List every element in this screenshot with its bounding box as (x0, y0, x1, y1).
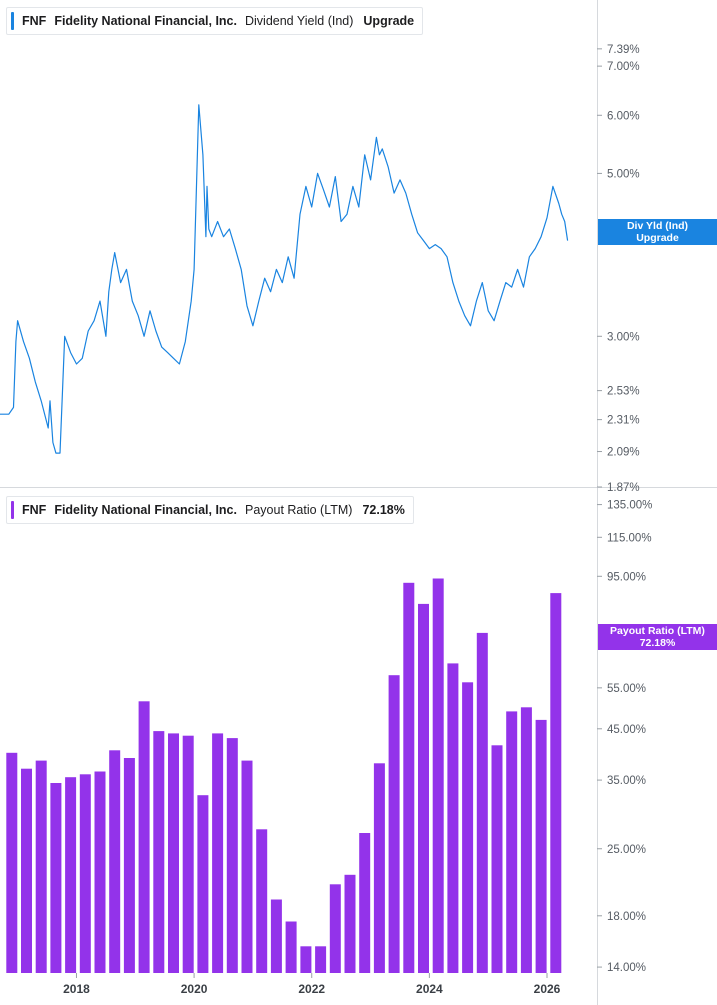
payout-ratio-bar (6, 752, 18, 973)
payout-axis-tick-label: 45.00% (607, 724, 646, 736)
payout-ratio-bar (476, 632, 488, 973)
payout-ratio-bar (447, 663, 459, 973)
flag-line-2: Upgrade (636, 232, 679, 244)
payout-ratio-bar (535, 719, 547, 973)
payout-ratio-bar (153, 731, 165, 973)
payout-ratio-value-flag: Payout Ratio (LTM) 72.18% (598, 624, 717, 650)
payout-axis-tick-label: 14.00% (607, 962, 646, 974)
payout-ratio-bar (65, 777, 77, 973)
payout-ratio-bar (373, 763, 385, 973)
yield-axis-tick-label: 3.00% (607, 331, 640, 343)
payout-ratio-bar (432, 578, 444, 973)
payout-ratio-bar (168, 733, 179, 973)
yield-axis-tick-label: 2.53% (607, 386, 640, 398)
payout-ratio-bar (21, 768, 32, 973)
payout-ratio-bar (520, 707, 532, 973)
payout-ratio-bar (329, 884, 341, 973)
yield-axis-tick-label: 5.00% (607, 168, 640, 180)
payout-ratio-bar (123, 758, 135, 973)
payout-ratio-bar (506, 711, 518, 973)
payout-ratio-bar (94, 771, 106, 973)
payout-ratio-bar (182, 735, 194, 973)
payout-axis-tick-label: 25.00% (607, 844, 646, 856)
payout-axis-tick-label: 115.00% (607, 532, 652, 544)
payout-ratio-bar (270, 899, 282, 973)
payout-ratio-bar (138, 701, 150, 973)
payout-ratio-bar (388, 675, 400, 973)
payout-ratio-bar (256, 829, 268, 973)
legend-value: 72.18% (362, 503, 405, 517)
payout-axis-tick-label: 95.00% (607, 571, 646, 583)
legend-ticker: FNF (22, 14, 47, 28)
payout-ratio-bar (418, 603, 429, 973)
yield-axis-tick-label: 7.39% (607, 44, 640, 56)
flag-line-1: Div Yld (Ind) (626, 220, 689, 232)
payout-ratio-bar (50, 783, 62, 973)
yield-axis-tick-label: 1.87% (607, 482, 640, 494)
legend-ticker: FNF (22, 503, 47, 517)
legend-company: Fidelity National Financial, Inc. (54, 503, 237, 517)
x-axis-tick-label: 2022 (298, 982, 325, 996)
payout-ratio-bar (359, 833, 371, 973)
yield-axis-tick-label: 6.00% (607, 110, 640, 122)
dividend-yield-value-flag: Div Yld (Ind) Upgrade (598, 219, 717, 245)
payout-ratio-bar (403, 582, 415, 973)
payout-ratio-bar (226, 738, 238, 973)
payout-ratio-bar (212, 733, 224, 973)
legend-metric: Dividend Yield (Ind) (245, 14, 354, 28)
payout-axis-tick-label: 55.00% (607, 683, 646, 695)
payout-ratio-bar (241, 760, 253, 973)
payout-ratio-bar (491, 745, 503, 973)
yield-axis-tick-label: 7.00% (607, 61, 640, 73)
legend-value: Upgrade (363, 14, 415, 28)
flag-line-1: Payout Ratio (LTM) (610, 625, 705, 637)
payout-ratio-bar (315, 946, 327, 973)
payout-ratio-bar (79, 774, 91, 973)
payout-ratio-bar (109, 750, 121, 973)
legend-color-swatch (11, 501, 14, 519)
payout-axis-tick-label: 18.00% (607, 911, 646, 923)
payout-ratio-legend[interactable]: FNF Fidelity National Financial, Inc. Pa… (6, 496, 414, 524)
x-axis-tick-label: 2018 (63, 982, 90, 996)
legend-metric: Payout Ratio (LTM) (245, 503, 353, 517)
yield-axis-tick-label: 2.09% (607, 447, 640, 459)
payout-axis-tick-label: 35.00% (607, 775, 646, 787)
x-axis-tick-label: 2024 (416, 982, 443, 996)
payout-ratio-bar (344, 874, 356, 973)
payout-ratio-bar (285, 921, 297, 973)
x-axis-tick-label: 2026 (534, 982, 561, 996)
x-axis-tick-label: 2020 (181, 982, 208, 996)
payout-ratio-bar (550, 593, 562, 973)
legend-color-swatch (11, 12, 14, 30)
yield-axis-tick-label: 2.31% (607, 415, 640, 427)
payout-axis-tick-label: 135.00% (607, 500, 652, 512)
payout-ratio-bar (197, 795, 209, 973)
payout-ratio-bar (35, 760, 47, 973)
payout-ratio-bar (300, 946, 312, 973)
dividend-yield-legend[interactable]: FNF Fidelity National Financial, Inc. Di… (6, 7, 424, 35)
payout-ratio-bar (462, 682, 474, 973)
legend-company: Fidelity National Financial, Inc. (54, 14, 237, 28)
flag-line-2: 72.18% (639, 637, 676, 649)
dividend-yield-line (0, 104, 569, 454)
